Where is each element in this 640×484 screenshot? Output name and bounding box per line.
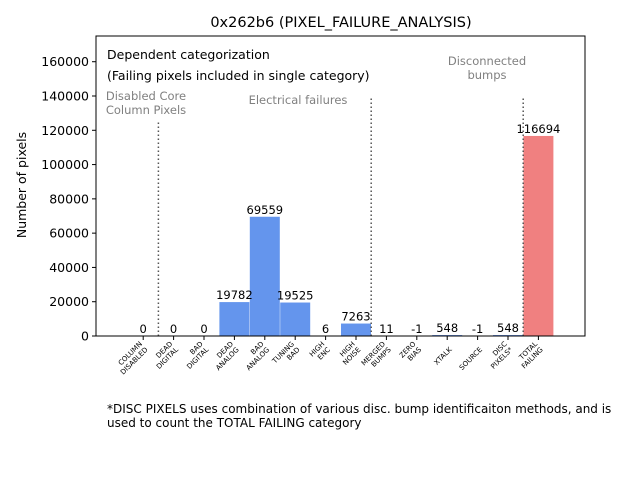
y-tick-label-1: 20000 [49,294,89,309]
bar-value-label-3: 19782 [216,288,253,302]
x-tick-label-11-line-0: SOURCE [458,346,484,372]
y-tick-label-8: 160000 [41,54,89,69]
group-label-0-line-0: Disabled Core [106,89,186,103]
y-tick-label-3: 60000 [49,226,89,241]
bar-13 [523,136,553,336]
bar-value-label-2: 0 [200,322,207,336]
bar-value-label-0: 0 [140,322,147,336]
x-tick-label-10-line-0: XTALK [433,345,454,366]
bar-value-label-4: 69559 [247,203,284,217]
bar-value-label-6: 6 [322,322,329,336]
group-label-0-line-1: Column Pixels [106,103,186,117]
bar-7 [341,324,371,336]
bar-value-label-5: 19525 [277,289,314,303]
y-tick-label-7: 140000 [41,89,89,104]
footnote-line-2: used to count the TOTAL FAILING category [107,416,637,430]
group-label-2-line-1: bumps [467,68,506,82]
bar-4 [250,217,280,336]
bar-value-label-12: 548 [497,321,519,335]
bar-value-label-1: 0 [170,322,177,336]
bar-value-label-11: -1 [472,322,483,336]
bar-5 [280,303,310,336]
y-tick-label-5: 100000 [41,157,89,172]
legend-line-1: Dependent categorization [107,47,270,62]
bar-value-label-7: 7263 [341,310,370,324]
y-tick-label-6: 120000 [41,123,89,138]
plot-area: 0 0 0 19782 69559 19525 6 7263 11 -1 548 -1 548 11669… [41,36,585,376]
y-tick-label-4: 80000 [49,191,89,206]
footnote: *DISC PIXELS uses combination of various… [107,402,637,430]
group-label-1-line-0: Electrical failures [249,93,348,107]
y-axis-label: Number of pixels [14,132,29,238]
footnote-line-1: *DISC PIXELS uses combination of various… [107,402,637,416]
bar-value-label-10: 548 [436,321,458,335]
bar-value-label-8: 11 [379,322,394,336]
legend-line-2: (Failing pixels included in single categ… [107,68,370,83]
bar-value-label-9: -1 [411,322,422,336]
bar-3 [219,302,249,336]
bar-value-label-13: 116694 [516,122,560,136]
y-tick-label-2: 40000 [49,260,89,275]
group-label-2-line-0: Disconnected [448,54,526,68]
y-tick-label-0: 0 [81,329,89,344]
chart-title: 0x262b6 (PIXEL_FAILURE_ANALYSIS) [210,15,471,31]
